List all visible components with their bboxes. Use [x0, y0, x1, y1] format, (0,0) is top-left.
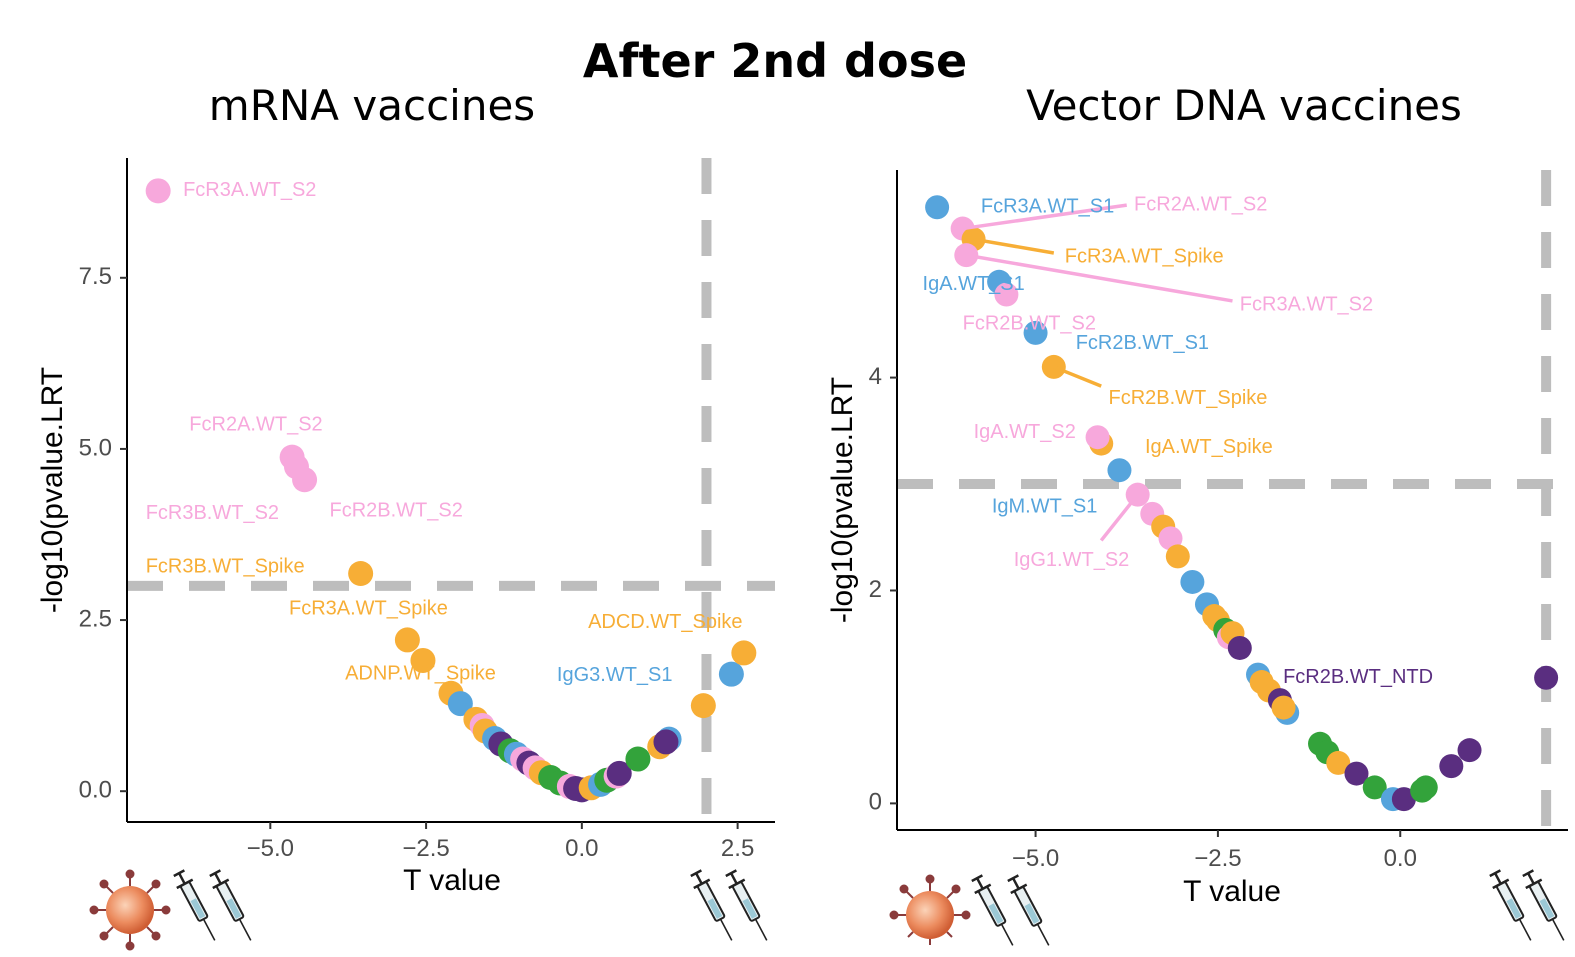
y-axis-label: -log10(pvalue.LRT — [36, 367, 69, 613]
data-point — [653, 729, 679, 755]
data-point — [1158, 526, 1183, 551]
x-axis-label: T value — [1183, 875, 1281, 908]
label-leader-line — [1053, 365, 1102, 388]
point-label: FcR2A.WT_S2 — [1134, 193, 1267, 215]
y-tick-label: 4 — [869, 363, 882, 390]
data-point — [994, 282, 1019, 307]
point-label: IgA.WT_S1 — [923, 273, 1025, 295]
point-label: FcR2B.WT_S2 — [963, 313, 1096, 335]
data-point — [1023, 320, 1048, 345]
point-label: FcR2B.WT_S2 — [330, 500, 463, 522]
point-label: FcR3A.WT_S2 — [1240, 293, 1373, 315]
point-label: IgM.WT_S1 — [992, 496, 1098, 518]
label-leader-line — [1099, 493, 1140, 542]
y-tick-label: 5.0 — [79, 434, 112, 461]
data-point — [1457, 738, 1482, 763]
data-point — [394, 627, 420, 653]
data-point — [410, 647, 436, 673]
panel-title: mRNA vaccines — [209, 81, 535, 130]
point-label: ADCD.WT_Spike — [588, 611, 742, 633]
syringe-icon — [169, 867, 224, 946]
chart-panel-vector-dna: Vector DNA vaccines FcR3A.WT_S1 FcR2A.WT_… — [826, 81, 1568, 908]
data-point — [954, 243, 979, 268]
point-label: FcR3B.WT_Spike — [146, 556, 305, 578]
y-tick-label: 7.5 — [79, 263, 112, 290]
y-tick-label: 0.0 — [79, 777, 112, 804]
x-tick-label: −2.5 — [1194, 845, 1241, 872]
data-point — [1362, 775, 1387, 800]
data-point — [1180, 569, 1205, 594]
data-point — [1391, 787, 1416, 812]
data-point — [1413, 775, 1438, 800]
y-tick-label: 2 — [869, 576, 882, 603]
syringe-icon — [1003, 872, 1058, 951]
chart-panel-mrna: mRNA vaccines FcR3A.WT_S2 FcR2A.WT_S2 FcR3… — [36, 81, 775, 897]
data-point — [1344, 761, 1369, 786]
x-tick-label: −2.5 — [402, 835, 449, 862]
point-label: IgA.WT_Spike — [1145, 436, 1273, 458]
point-label: FcR3A.WT_S1 — [981, 196, 1114, 218]
data-point — [348, 561, 374, 587]
panel-title: Vector DNA vaccines — [1026, 81, 1462, 130]
data-point — [690, 693, 716, 719]
y-axis-label: -log10(pvalue.LRT — [826, 377, 859, 623]
label-leader-line — [973, 237, 1055, 255]
data-point — [1085, 425, 1110, 450]
data-point — [1165, 544, 1190, 569]
point-label: FcR2A.WT_S2 — [189, 413, 322, 435]
point-label: FcR2B.WT_Spike — [1109, 387, 1268, 409]
label-leader-line — [962, 203, 1127, 231]
syringe-icon — [967, 872, 1022, 951]
figure-title: After 2nd dose — [583, 34, 967, 88]
point-label: FcR3B.WT_S2 — [146, 502, 279, 524]
x-tick-label: 2.5 — [721, 835, 754, 862]
virus-icon — [89, 869, 171, 951]
y-tick-label: 0 — [869, 789, 882, 816]
x-tick-label: 0.0 — [1384, 845, 1417, 872]
syringe-icon — [721, 867, 776, 946]
data-point — [145, 178, 171, 204]
data-point — [731, 640, 757, 666]
point-label: IgA.WT_S2 — [974, 421, 1076, 443]
data-point — [1326, 750, 1351, 775]
x-tick-label: −5.0 — [1012, 845, 1059, 872]
data-point — [925, 195, 950, 220]
label-leader-line — [965, 253, 1233, 303]
point-label: ADNP.WT_Spike — [345, 662, 496, 684]
y-tick-label: 2.5 — [79, 605, 112, 632]
point-label: FcR2B.WT_NTD — [1283, 666, 1433, 688]
data-point — [1107, 458, 1132, 483]
point-label: FcR3A.WT_Spike — [1065, 246, 1224, 268]
data-point — [447, 691, 473, 717]
point-label: FcR3A.WT_Spike — [289, 597, 448, 619]
data-point — [606, 760, 632, 786]
syringe-icon — [205, 867, 260, 946]
data-point — [1271, 695, 1296, 720]
data-point — [292, 467, 318, 493]
point-label: FcR3A.WT_S2 — [183, 179, 316, 201]
data-point — [718, 661, 744, 687]
point-label: FcR2B.WT_S1 — [1076, 332, 1209, 354]
syringe-icon — [686, 867, 741, 946]
point-label: IgG3.WT_S1 — [557, 664, 673, 686]
x-tick-label: −5.0 — [247, 835, 294, 862]
data-point — [625, 746, 651, 772]
point-label: IgG1.WT_S2 — [1014, 549, 1130, 571]
virus-icon — [889, 874, 971, 945]
data-point — [1227, 635, 1252, 660]
data-point — [1534, 665, 1559, 690]
x-axis-label: T value — [403, 864, 501, 897]
x-tick-label: 0.0 — [565, 835, 598, 862]
data-point — [1439, 754, 1464, 779]
